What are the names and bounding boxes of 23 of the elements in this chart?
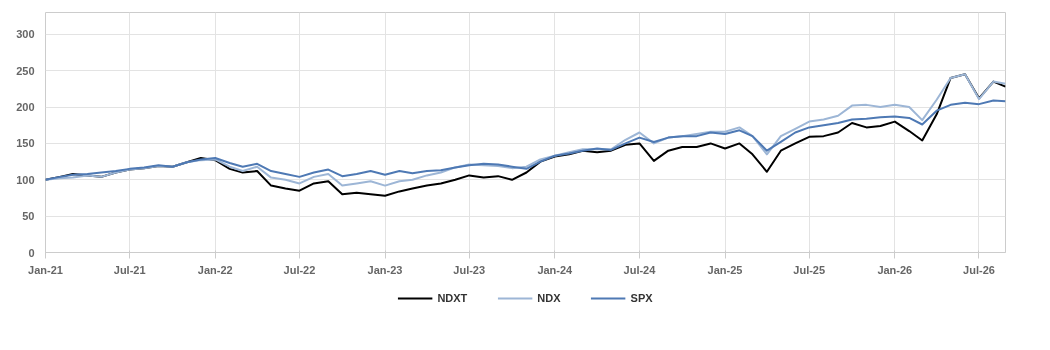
x-tick-label: Jan-21 [28, 263, 63, 276]
y-tick-label: 100 [16, 173, 35, 186]
x-tick-label: Jul-26 [963, 263, 995, 276]
y-tick-label: 250 [16, 64, 35, 77]
x-tick-label: Jul-22 [283, 263, 316, 276]
x-tick-label: Jan-22 [197, 263, 233, 276]
x-tick-label: Jan-24 [537, 263, 574, 276]
x-tick-label: Jul-25 [793, 263, 826, 276]
x-tick-label: Jan-26 [877, 263, 913, 276]
y-tick-label: 150 [16, 137, 35, 150]
y-tick-label: 300 [16, 28, 35, 41]
y-tick-label: 50 [22, 210, 35, 223]
legend-label: NDX [537, 292, 561, 304]
x-tick-label: Jul-24 [623, 263, 657, 276]
x-tick-label: Jan-23 [367, 263, 403, 276]
legend-label: SPX [630, 292, 653, 304]
x-tick-label: Jul-23 [453, 263, 486, 276]
y-tick-label: 200 [16, 101, 35, 114]
legend-label: NDXT [437, 292, 468, 304]
x-tick-label: Jan-25 [707, 263, 743, 276]
y-tick-label: 0 [28, 246, 35, 259]
line-series [45, 99, 1006, 181]
x-tick-label: Jul-21 [113, 263, 146, 276]
